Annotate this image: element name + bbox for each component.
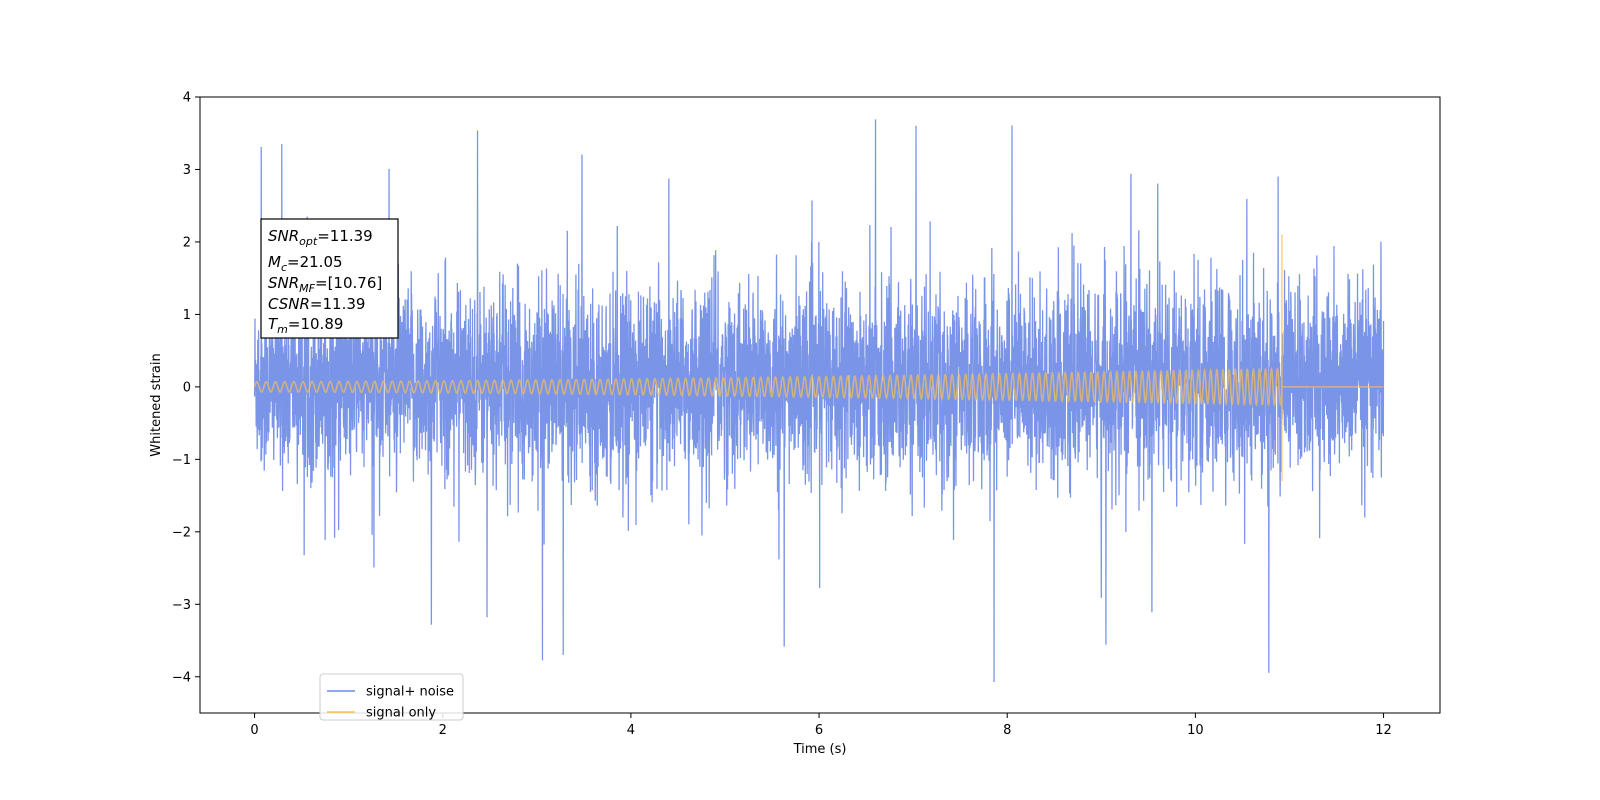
info-value: =[10.76]: [315, 274, 382, 292]
y-axis-label: Whitened strain: [149, 353, 164, 456]
info-subscript: m: [277, 323, 288, 336]
y-tick-label: 1: [183, 308, 191, 323]
y-tick-label: 2: [183, 235, 191, 250]
plot-area: [199, 96, 1441, 714]
y-tick-label: −1: [172, 453, 191, 468]
x-tick-label: 12: [1375, 723, 1392, 738]
info-subscript: c: [281, 261, 287, 274]
info-symbol: M: [268, 253, 281, 271]
info-box-line: Mc=21.05: [268, 253, 343, 274]
x-tick-label: 2: [439, 723, 447, 738]
legend-frame: [319, 673, 464, 721]
axes-frame: [199, 96, 1441, 714]
y-tick-label: 0: [183, 380, 191, 395]
x-tick-label: 6: [815, 723, 823, 738]
y-tick-label: −3: [172, 598, 191, 613]
y-tick-label: 4: [183, 91, 191, 106]
x-tick-label: 4: [627, 723, 635, 738]
legend-label: signal+ noise: [366, 685, 454, 700]
info-symbol: CSNR: [268, 295, 310, 313]
x-axis-label: Time (s): [793, 742, 847, 757]
info-value: =11.39: [310, 295, 366, 313]
info-value: =10.89: [288, 315, 344, 333]
x-tick-label: 0: [250, 723, 258, 738]
y-tick-label: 3: [183, 163, 191, 178]
info-symbol: SNR: [268, 274, 299, 292]
series-line-signal-only: [253, 234, 1384, 482]
legend: signal+ noise signal only: [319, 673, 464, 721]
info-box-line: SNRMF=[10.76]: [268, 274, 382, 295]
info-value: =11.39: [317, 227, 373, 245]
info-box-line: SNRopt=11.39: [268, 227, 373, 248]
info-symbol: SNR: [268, 227, 299, 245]
info-box-frame: [260, 218, 399, 339]
x-tick-label: 10: [1187, 723, 1204, 738]
info-symbol: T: [268, 315, 279, 333]
info-box-line: Tm=10.89: [268, 315, 343, 336]
x-tick-label: 8: [1003, 723, 1011, 738]
y-tick-label: −4: [172, 670, 191, 685]
info-box-line: CSNR=11.39: [268, 295, 365, 313]
info-subscript: MF: [299, 282, 315, 295]
y-tick-label: −2: [172, 525, 191, 540]
info-subscript: opt: [299, 235, 318, 248]
y-axis: −4 −3 −2 −1 0 1 2 3 4: [172, 91, 200, 685]
info-value: =21.05: [287, 253, 343, 271]
legend-label: signal only: [366, 706, 436, 721]
info-box: SNRopt=11.39Mc=21.05SNRMF=[10.76]CSNR=11…: [260, 218, 399, 339]
